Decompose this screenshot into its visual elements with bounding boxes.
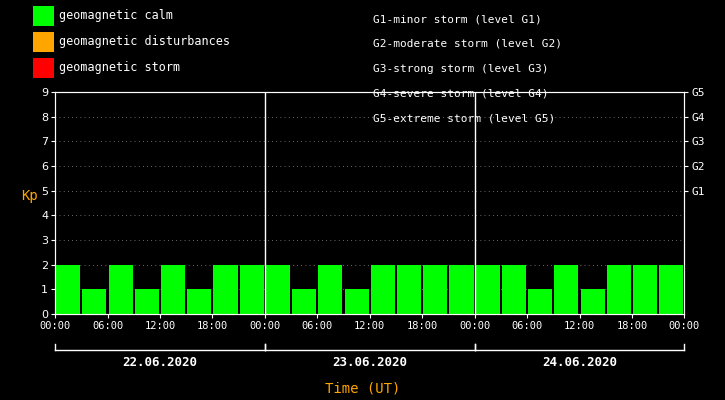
Text: geomagnetic calm: geomagnetic calm xyxy=(59,10,173,22)
Bar xyxy=(633,265,657,314)
Bar xyxy=(213,265,238,314)
Bar xyxy=(109,265,133,314)
Bar xyxy=(292,289,316,314)
Text: 24.06.2020: 24.06.2020 xyxy=(542,356,617,369)
Bar xyxy=(423,265,447,314)
Bar xyxy=(83,289,107,314)
Text: G5-extreme storm (level G5): G5-extreme storm (level G5) xyxy=(373,113,555,123)
Text: 23.06.2020: 23.06.2020 xyxy=(332,356,407,369)
Bar xyxy=(135,289,159,314)
Text: geomagnetic storm: geomagnetic storm xyxy=(59,62,181,74)
Bar xyxy=(659,265,684,314)
Text: G1-minor storm (level G1): G1-minor storm (level G1) xyxy=(373,14,542,24)
Bar xyxy=(607,265,631,314)
Text: G2-moderate storm (level G2): G2-moderate storm (level G2) xyxy=(373,39,563,49)
Text: G3-strong storm (level G3): G3-strong storm (level G3) xyxy=(373,64,549,74)
Bar xyxy=(240,265,264,314)
Bar xyxy=(555,265,579,314)
Bar xyxy=(187,289,212,314)
Bar xyxy=(344,289,369,314)
Bar xyxy=(318,265,342,314)
Bar xyxy=(476,265,500,314)
Bar xyxy=(502,265,526,314)
Text: geomagnetic disturbances: geomagnetic disturbances xyxy=(59,36,231,48)
Bar xyxy=(266,265,290,314)
Text: G4-severe storm (level G4): G4-severe storm (level G4) xyxy=(373,88,549,98)
Bar xyxy=(397,265,421,314)
Bar xyxy=(528,289,552,314)
Y-axis label: Kp: Kp xyxy=(22,189,38,203)
Bar xyxy=(56,265,80,314)
Bar xyxy=(161,265,185,314)
Bar xyxy=(370,265,395,314)
Bar xyxy=(581,289,605,314)
Text: 22.06.2020: 22.06.2020 xyxy=(123,356,197,369)
Text: Time (UT): Time (UT) xyxy=(325,382,400,396)
Bar xyxy=(450,265,473,314)
